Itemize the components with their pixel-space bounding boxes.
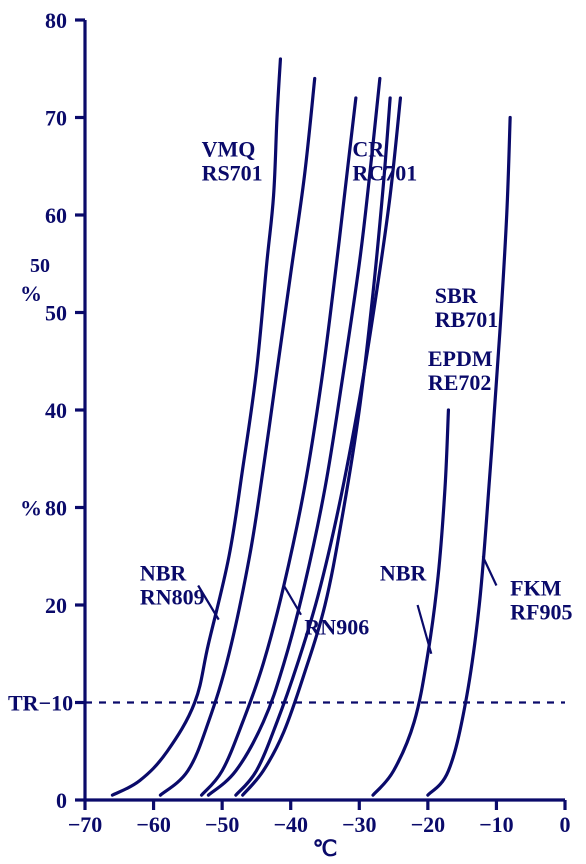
y-tick-label: 20 [45, 593, 67, 618]
series-label-nbr-right-0: NBR [380, 561, 428, 586]
y-tick-label: 80 [45, 8, 67, 33]
series-label-sbr-rb701-0: SBR [435, 283, 479, 308]
series-label-epdm-re702-0: EPDM [428, 346, 493, 371]
y-axis-percent-lower: % [20, 496, 42, 521]
x-tick-label: −50 [205, 812, 240, 837]
y-tick-label: 0 [56, 788, 67, 813]
series-label-vmq-rs701-0: VMQ [202, 137, 256, 162]
x-tick-label: −20 [411, 812, 446, 837]
series-label-nbr-rn906-0: RN906 [304, 614, 369, 639]
x-tick-label: −70 [68, 812, 103, 837]
chart-bg [0, 0, 586, 864]
x-tick-label: 0 [560, 812, 571, 837]
series-label-vmq-rs701-1: RS701 [202, 161, 263, 186]
y-tick-label: 80 [45, 496, 67, 521]
y-axis-extra-50: 50 [30, 255, 50, 277]
x-axis-label: ℃ [313, 836, 338, 861]
series-label-fkm-rf905-1: RF905 [510, 599, 572, 624]
y-tick-label: 50 [45, 301, 67, 326]
series-label-nbr-rn809-0: NBR [140, 561, 188, 586]
series-label-fkm-rf905-0: FKM [510, 575, 562, 600]
y-tick-label: 40 [45, 398, 67, 423]
x-tick-label: −40 [273, 812, 308, 837]
x-tick-label: −10 [479, 812, 514, 837]
y-tick-label: 70 [45, 106, 67, 131]
x-tick-label: −60 [136, 812, 171, 837]
y-tick-label: 60 [45, 203, 67, 228]
series-label-sbr-rb701-1: RB701 [435, 307, 499, 332]
series-label-epdm-re702-1: RE702 [428, 370, 492, 395]
y-axis-percent-upper: % [20, 281, 42, 306]
series-label-cr-rc701-0: CR [352, 137, 385, 162]
tr-temperature-chart: −70 −60 −50 −40 −30 −20 −10 0 ℃ 0 20 80 40 50 60 70 80%%… [0, 0, 586, 864]
tr10-label: TR−10 [8, 691, 73, 716]
series-label-nbr-rn809-1: RN809 [140, 585, 205, 610]
x-tick-label: −30 [342, 812, 377, 837]
